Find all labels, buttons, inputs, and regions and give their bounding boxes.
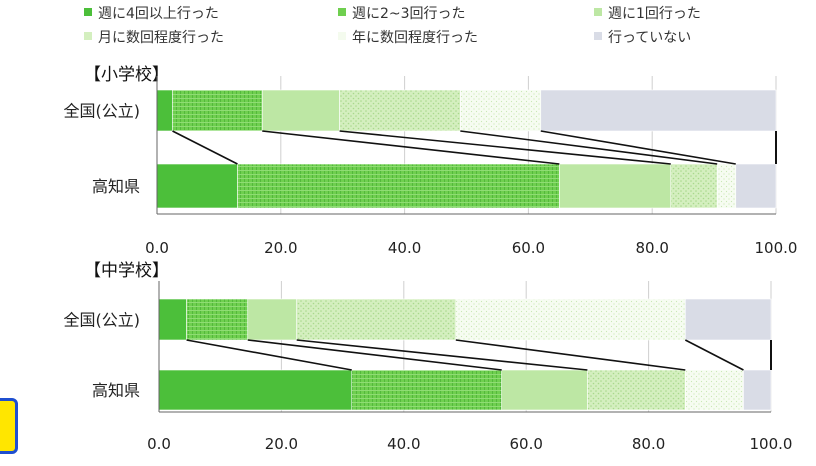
- category-label: 全国(公立): [64, 102, 141, 121]
- panel-title: 【小学校】: [84, 65, 169, 85]
- bar-segment: [351, 369, 503, 411]
- x-tick-label: 0.0: [147, 435, 171, 453]
- legend-label: 週に1回行った: [608, 6, 701, 22]
- connector-line: [247, 339, 502, 371]
- bar-segment: [735, 163, 777, 209]
- bar-segment: [156, 89, 173, 132]
- bar-segment: [296, 298, 457, 341]
- bar-segment: [186, 298, 249, 341]
- bar-segment: [501, 369, 588, 411]
- bar-segment: [460, 89, 542, 132]
- bar-segment: [158, 298, 187, 341]
- x-tick-label: 40.0: [388, 239, 421, 257]
- connector-line: [540, 130, 736, 165]
- chart-panel: 【小学校】全国(公立) 高知県 0.0 20.0 40.0 60.0 80.0 100.0: [64, 65, 798, 257]
- highlight-box: [0, 398, 18, 454]
- bar-segment: [540, 89, 777, 132]
- category-label: 全国(公立): [64, 311, 141, 330]
- bar-segment: [559, 163, 672, 209]
- bar-segment: [158, 369, 353, 411]
- x-tick-label: 40.0: [387, 435, 420, 453]
- bar-segment: [685, 369, 744, 411]
- x-tick-label: 60.0: [512, 239, 545, 257]
- bar-segment: [237, 163, 560, 209]
- bar-segment: [247, 298, 298, 341]
- legend-swatch: [338, 8, 346, 16]
- bar-segment: [670, 163, 718, 209]
- chart-panel: 【中学校】全国(公立) 高知県 0.0 20.0 40.0 60.0 80.0 100.0: [64, 261, 793, 453]
- bar-segment: [261, 89, 340, 132]
- legend-swatch: [338, 32, 346, 40]
- legend-label: 年に数回程度行った: [352, 30, 478, 46]
- connector-line: [296, 339, 588, 371]
- bar-segment: [716, 163, 737, 209]
- connector-line: [262, 130, 560, 165]
- x-tick-label: 80.0: [632, 435, 665, 453]
- bar-segment: [455, 298, 686, 341]
- connector-line: [460, 130, 718, 165]
- legend-label: 月に数回程度行った: [98, 30, 224, 46]
- x-tick-label: 0.0: [145, 239, 169, 257]
- category-label: 高知県: [92, 381, 140, 400]
- connector-line: [172, 130, 238, 165]
- x-tick-label: 20.0: [265, 435, 298, 453]
- bar-segment: [743, 369, 772, 411]
- x-tick-label: 100.0: [750, 435, 793, 453]
- x-tick-label: 60.0: [509, 435, 542, 453]
- bar-segment: [685, 298, 772, 341]
- panel-title: 【中学校】: [84, 261, 169, 281]
- connector-line: [339, 130, 671, 165]
- bar-segment: [587, 369, 686, 411]
- legend-swatch: [594, 32, 602, 40]
- category-label: 高知県: [92, 177, 140, 196]
- bar-segment: [172, 89, 263, 132]
- legend-label: 週に4回以上行った: [98, 6, 219, 22]
- bar-segment: [156, 163, 238, 209]
- legend-swatch: [594, 8, 602, 16]
- connector-line: [455, 339, 686, 371]
- legend-swatch: [84, 8, 92, 16]
- x-tick-label: 80.0: [635, 239, 668, 257]
- legend-label: 週に2~3回行った: [352, 6, 466, 22]
- legend-label: 行っていない: [608, 30, 691, 46]
- legend-swatch: [84, 32, 92, 40]
- bar-segment: [339, 89, 461, 132]
- connector-line: [186, 339, 352, 371]
- x-tick-label: 100.0: [755, 239, 798, 257]
- connector-line: [684, 339, 744, 371]
- x-tick-label: 20.0: [264, 239, 297, 257]
